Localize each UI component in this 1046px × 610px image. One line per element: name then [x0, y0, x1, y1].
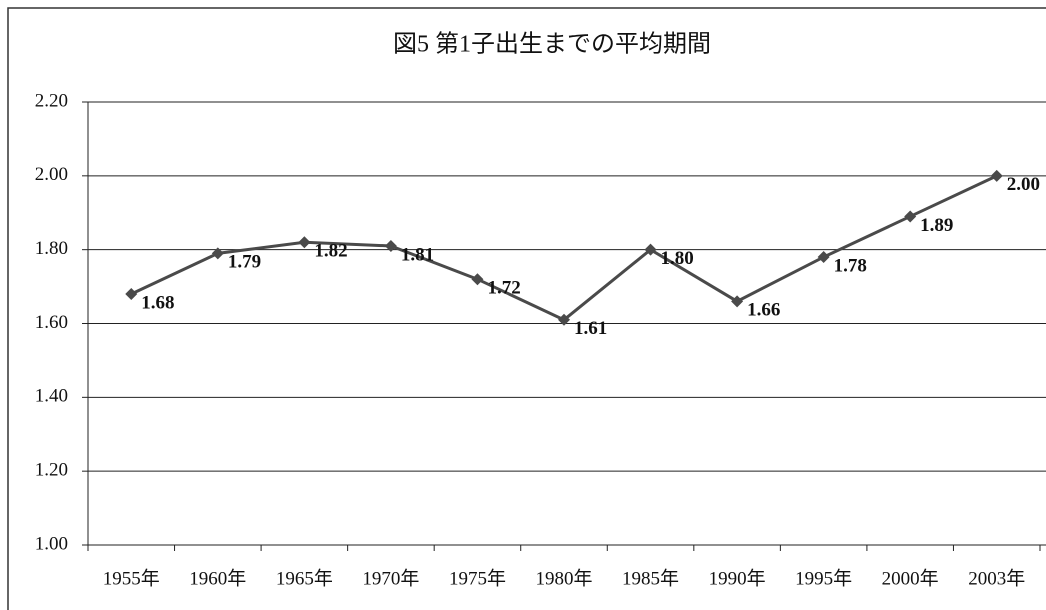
data-point	[211, 247, 224, 260]
data-point	[384, 239, 397, 252]
x-tick-label: 1980年	[535, 567, 592, 589]
y-tick-label: 2.20	[35, 90, 68, 111]
x-tick-label: 1960年	[189, 567, 246, 589]
data-label: 1.80	[661, 248, 694, 269]
y-tick-label: 1.00	[35, 533, 68, 554]
data-label: 1.89	[920, 215, 953, 236]
data-point	[125, 287, 138, 300]
x-tick-label: 1955年	[103, 567, 160, 589]
data-label: 2.00	[1007, 174, 1040, 195]
x-tick-label: 2003年	[968, 567, 1025, 589]
x-tick-label: 1970年	[362, 567, 419, 589]
data-label: 1.81	[401, 244, 434, 265]
x-tick-label: 1965年	[276, 567, 333, 589]
data-label: 1.68	[141, 292, 174, 313]
x-tick-label: 1995年	[795, 567, 852, 589]
data-point	[817, 251, 830, 264]
x-tick-label: 1975年	[449, 567, 506, 589]
x-tick-label: 1990年	[709, 567, 766, 589]
data-label: 1.79	[228, 252, 261, 273]
data-point	[904, 210, 917, 223]
data-label: 1.82	[314, 241, 347, 262]
y-tick-label: 1.60	[35, 312, 68, 333]
data-label: 1.66	[747, 300, 780, 321]
data-point	[990, 169, 1003, 182]
data-point	[298, 236, 311, 249]
y-tick-label: 1.20	[35, 460, 68, 481]
x-tick-label: 1985年	[622, 567, 679, 589]
data-point	[471, 273, 484, 286]
data-label: 1.78	[834, 255, 867, 276]
data-point	[558, 313, 570, 326]
data-line	[130, 174, 998, 322]
y-tick-label: 1.80	[35, 238, 68, 259]
data-point	[731, 295, 744, 308]
chart-title: 図5 第1子出生までの平均期間	[393, 31, 711, 58]
data-label: 1.61	[574, 318, 607, 339]
data-point	[644, 243, 657, 256]
y-tick-label: 1.40	[35, 386, 68, 407]
chart-frame	[7, 7, 1046, 610]
data-label: 1.72	[487, 278, 520, 299]
y-tick-label: 2.00	[35, 164, 68, 185]
x-tick-label: 2000年	[882, 567, 939, 589]
